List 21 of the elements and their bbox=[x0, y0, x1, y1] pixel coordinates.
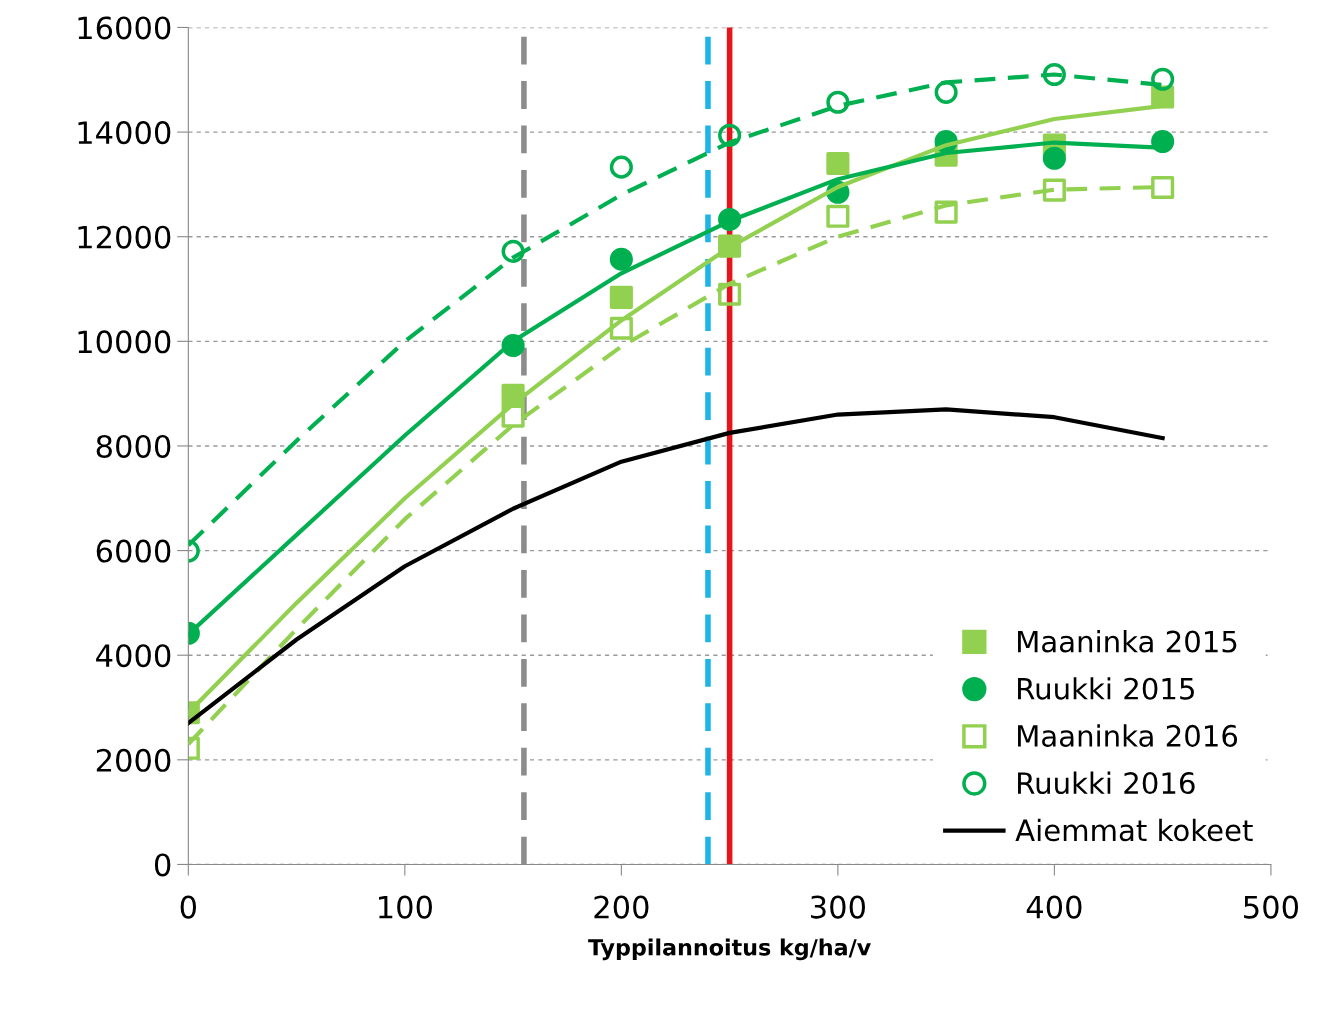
x-tick-label: 400 bbox=[1026, 895, 1082, 919]
x-axis-title: Typpilannoitus kg/ha/v bbox=[588, 938, 871, 961]
y-tick-label: 6000 bbox=[96, 539, 171, 563]
y-tick-label: 2000 bbox=[96, 748, 171, 772]
x-tick-label: 200 bbox=[594, 895, 649, 919]
y-tick-label: 8000 bbox=[96, 434, 171, 458]
x-tick-label: 0 bbox=[180, 895, 197, 919]
legend-label: Maaninka 2015 bbox=[1018, 629, 1237, 653]
x-tick-label: 300 bbox=[811, 895, 866, 919]
legend-label: Maaninka 2016 bbox=[1018, 724, 1238, 747]
x-tick-label: 100 bbox=[379, 895, 432, 919]
y-tick-label: 14000 bbox=[78, 121, 171, 145]
y-tick-label: 16000 bbox=[78, 16, 171, 40]
x-tick-label: 500 bbox=[1244, 895, 1299, 919]
y-tick-label: 10000 bbox=[78, 330, 171, 354]
legend-label: Ruukki 2015 bbox=[1018, 677, 1194, 700]
y-tick-label: 0 bbox=[154, 853, 171, 877]
legend-label: Aiemmat kokeet bbox=[1015, 818, 1253, 842]
y-tick-label: 4000 bbox=[96, 644, 171, 668]
y-tick-label: 12000 bbox=[78, 225, 171, 249]
legend-label: Ruukki 2016 bbox=[1018, 771, 1195, 795]
